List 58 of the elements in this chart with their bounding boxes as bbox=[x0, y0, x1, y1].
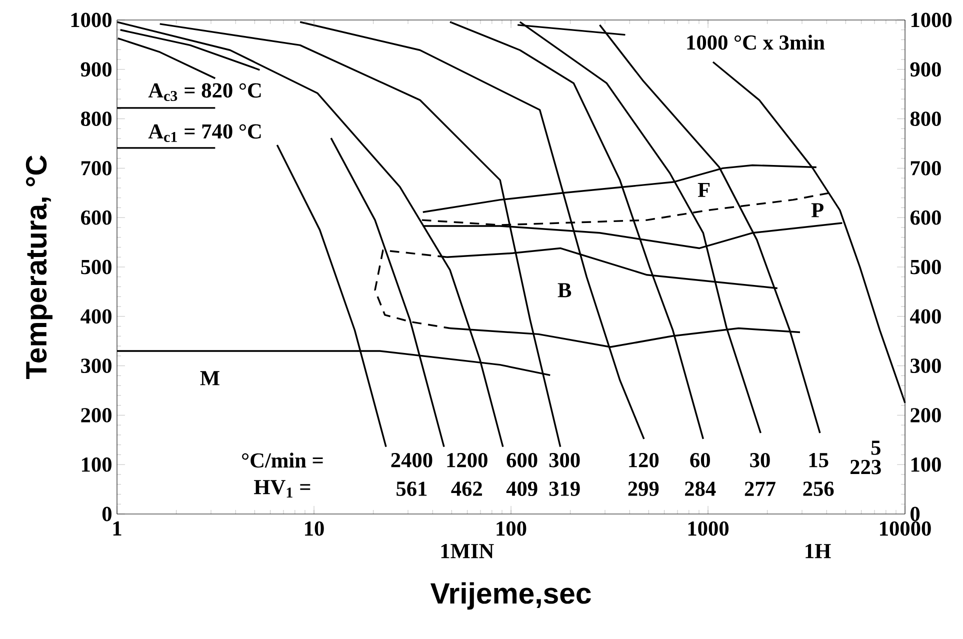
y2-tick-label: 0 bbox=[910, 506, 920, 522]
y2-tick-label: 100 bbox=[911, 457, 941, 472]
annotation: 60 bbox=[690, 452, 710, 468]
annotation: A$_{c1}$ = 740 °C bbox=[148, 124, 261, 142]
y2-tick-label: 1000 bbox=[911, 12, 952, 28]
x-tick-label: 10000 bbox=[880, 521, 931, 536]
y2-tick-label: 300 bbox=[910, 358, 941, 373]
y-tick-label: 200 bbox=[81, 408, 112, 422]
annotation: 30 bbox=[750, 452, 770, 468]
y-tick-label: 700 bbox=[82, 161, 112, 176]
text: 1MIN bbox=[441, 544, 494, 558]
text: 1H bbox=[806, 544, 831, 558]
annotation: F bbox=[698, 182, 710, 197]
annotation: 1200 bbox=[447, 452, 488, 468]
y-tick-label: 300 bbox=[81, 358, 112, 373]
y-tick-label: 100 bbox=[82, 457, 112, 472]
y-tick-label: 1000 bbox=[71, 12, 112, 28]
y2-tick-label: 500 bbox=[910, 260, 941, 274]
annotation: 284 bbox=[685, 482, 716, 496]
y2-tick-label: 700 bbox=[910, 161, 941, 176]
y2-tick-label: 900 bbox=[910, 62, 941, 77]
x-axis-title: Vrijeme,sec bbox=[430, 582, 591, 610]
annotation: 462 bbox=[451, 482, 482, 496]
y2-tick-label: 600 bbox=[910, 210, 941, 225]
y-tick-label: 500 bbox=[81, 260, 112, 274]
y2-tick-label: 200 bbox=[910, 408, 941, 422]
annotation: 600 bbox=[506, 452, 538, 468]
x-tick-label: 100 bbox=[496, 521, 526, 536]
y-tick-label: 600 bbox=[81, 210, 112, 225]
annotation: 5 bbox=[871, 440, 880, 455]
annotation: 277 bbox=[744, 482, 776, 496]
y-tick-label: 900 bbox=[80, 62, 112, 77]
y-tick-label: 400 bbox=[80, 309, 112, 324]
annotation: B bbox=[558, 283, 572, 298]
annotation: 256 bbox=[803, 482, 834, 496]
annotation: 223 bbox=[850, 460, 881, 474]
annotation: 2400 bbox=[391, 452, 432, 468]
y2-tick-label: 800 bbox=[910, 112, 941, 126]
y2-tick-label: 400 bbox=[910, 309, 941, 324]
x-tick-label: 1000 bbox=[688, 521, 729, 536]
annotation: 15 bbox=[809, 453, 828, 468]
annotation: P bbox=[811, 203, 824, 218]
y-axis-title: Temperatura, °C bbox=[26, 155, 52, 380]
annotation: 300 bbox=[549, 452, 580, 468]
annotation: 1000 °C x 3min bbox=[687, 34, 825, 50]
annotation: 319 bbox=[549, 482, 580, 496]
annotation: 299 bbox=[628, 482, 659, 496]
annotation: °C/min = bbox=[242, 452, 323, 468]
x-tick-label: 1 bbox=[113, 521, 122, 536]
annotation: 409 bbox=[506, 482, 538, 496]
annotation: 561 bbox=[396, 482, 427, 496]
annotation: M bbox=[200, 371, 220, 386]
annotation: HV$_{1}$ = bbox=[254, 480, 310, 498]
annotation: A$_{c3}$ = 820 °C bbox=[148, 83, 261, 102]
y-tick-label: 800 bbox=[81, 112, 112, 126]
annotation: 120 bbox=[629, 452, 659, 468]
y-tick-label: 0 bbox=[102, 506, 112, 522]
x-tick-label: 10 bbox=[305, 521, 324, 536]
